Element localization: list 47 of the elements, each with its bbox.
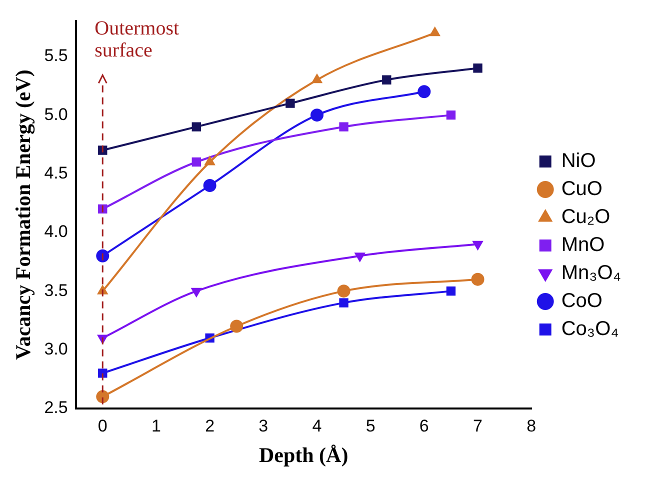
y-tick-label: 3.0	[44, 339, 68, 358]
x-tick-label: 0	[98, 416, 108, 436]
legend-label: CuO	[561, 178, 602, 200]
y-tick-label: 4.0	[44, 222, 68, 242]
point	[204, 156, 216, 166]
point	[339, 298, 348, 308]
point	[418, 85, 431, 98]
x-tick-label: 5	[366, 416, 376, 436]
y-tick-label: 3.5	[44, 280, 68, 300]
x-tick-label: 4	[312, 416, 322, 436]
x-tick-label: 3	[258, 416, 268, 436]
y-tick-label: 5.5	[44, 46, 68, 66]
x-tick-label: 6	[419, 416, 429, 436]
point	[429, 26, 441, 36]
point	[339, 122, 348, 132]
legend-label: Co₃O₄	[561, 318, 619, 340]
point	[192, 122, 202, 132]
point	[98, 368, 108, 378]
legend-label: CoO	[561, 290, 602, 312]
point	[310, 108, 324, 122]
point	[311, 73, 323, 84]
x-tick-label: 7	[473, 416, 482, 436]
x-tick-label: 8	[526, 416, 536, 436]
legend-label: Cu₂O	[561, 206, 610, 228]
point	[337, 284, 350, 298]
point	[446, 286, 456, 296]
y-axis-title: Vacancy Formation Energy (eV)	[11, 70, 36, 360]
legend-label: Mn₃O₄	[561, 262, 622, 284]
point	[96, 249, 110, 262]
x-tick-label: 1	[151, 416, 161, 436]
legend-label: MnO	[561, 234, 605, 256]
point	[446, 110, 456, 120]
y-tick-label: 2.5	[44, 398, 68, 418]
point	[471, 272, 484, 286]
point	[192, 157, 202, 167]
point	[382, 75, 392, 84]
point	[203, 178, 216, 192]
legend-label: NiO	[561, 150, 596, 172]
point	[286, 98, 295, 108]
x-tick-label: 2	[205, 416, 215, 436]
y-tick-label: 4.5	[44, 163, 68, 182]
point	[230, 320, 244, 333]
y-tick-label: 5.0	[44, 104, 68, 124]
point	[473, 64, 482, 73]
ref-line-label: Outermost surface	[94, 17, 180, 62]
point	[96, 390, 110, 404]
x-axis-title: Depth (Å)	[258, 442, 348, 467]
